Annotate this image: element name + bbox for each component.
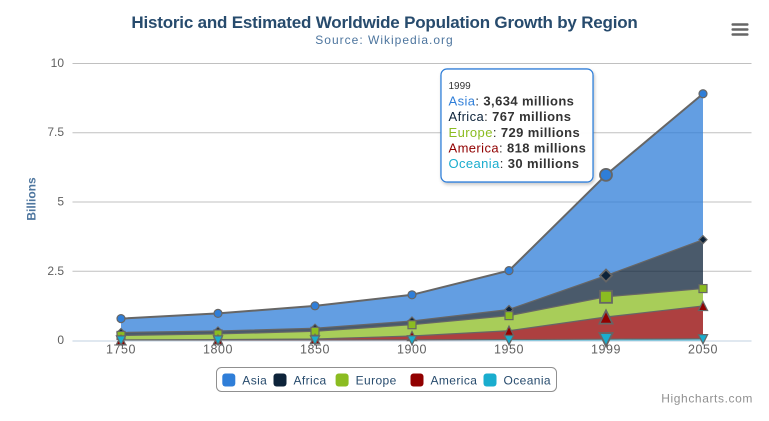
svg-text:1999: 1999 [591,343,621,357]
svg-text:Asia: Asia [242,374,267,388]
svg-text:America: America [431,374,478,388]
svg-text:Europe: Europe [356,374,397,388]
svg-text:Asia: 3,634 millions: Asia: 3,634 millions [449,94,575,109]
svg-text:Oceania: Oceania [504,374,552,388]
svg-text:1900: 1900 [397,343,427,357]
svg-text:Historic and Estimated Worldwi: Historic and Estimated Worldwide Populat… [131,13,637,32]
svg-text:2.5: 2.5 [47,264,64,278]
svg-text:Highcharts.com: Highcharts.com [661,392,753,406]
svg-text:1750: 1750 [106,343,136,357]
svg-text:1950: 1950 [494,343,524,357]
svg-text:2050: 2050 [688,343,718,357]
svg-text:1850: 1850 [300,343,330,357]
svg-text:Source: Wikipedia.org: Source: Wikipedia.org [315,33,453,47]
svg-text:Africa: 767 millions: Africa: 767 millions [449,109,572,124]
svg-text:10: 10 [51,56,65,70]
svg-text:0: 0 [57,333,64,347]
svg-text:Oceania: 30 millions: Oceania: 30 millions [449,156,580,171]
svg-text:5: 5 [57,195,64,209]
svg-text:America: 818 millions: America: 818 millions [449,140,587,155]
svg-text:1999: 1999 [449,81,472,92]
svg-text:7.5: 7.5 [47,125,64,139]
svg-text:Africa: Africa [294,374,327,388]
svg-text:1800: 1800 [203,343,233,357]
svg-text:Europe: 729 millions: Europe: 729 millions [449,125,581,140]
svg-text:Billions: Billions [25,177,39,221]
